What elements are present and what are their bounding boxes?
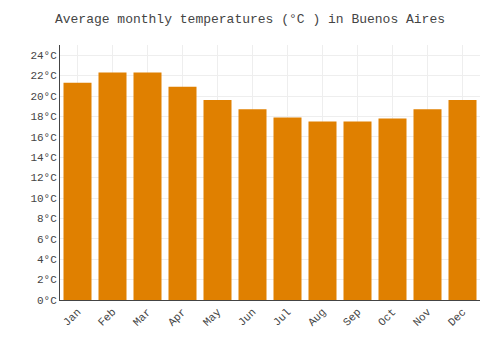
svg-text:Jan: Jan — [61, 306, 83, 328]
svg-text:Aug: Aug — [306, 306, 328, 328]
svg-text:16°C: 16°C — [30, 132, 57, 144]
svg-text:14°C: 14°C — [30, 152, 57, 164]
svg-text:10°C: 10°C — [30, 193, 57, 205]
svg-text:18°C: 18°C — [30, 111, 57, 123]
svg-text:Sep: Sep — [341, 306, 363, 328]
svg-text:22°C: 22°C — [30, 70, 57, 82]
svg-text:Apr: Apr — [166, 306, 188, 328]
svg-text:Jun: Jun — [236, 306, 258, 328]
svg-text:Jul: Jul — [271, 306, 293, 328]
svg-text:2°C: 2°C — [37, 274, 57, 286]
svg-text:Nov: Nov — [411, 306, 434, 329]
svg-text:Feb: Feb — [96, 306, 118, 328]
svg-text:12°C: 12°C — [30, 172, 57, 184]
svg-text:4°C: 4°C — [37, 254, 57, 266]
svg-text:0°C: 0°C — [37, 295, 57, 307]
svg-text:8°C: 8°C — [37, 213, 57, 225]
svg-text:6°C: 6°C — [37, 234, 57, 246]
svg-text:May: May — [201, 306, 224, 329]
svg-text:Mar: Mar — [131, 306, 153, 328]
svg-text:Oct: Oct — [376, 306, 398, 328]
svg-text:24°C: 24°C — [30, 50, 57, 62]
svg-text:Average monthly temperatures (: Average monthly temperatures (°C ) in Bu… — [55, 12, 445, 27]
svg-text:20°C: 20°C — [30, 91, 57, 103]
svg-text:Dec: Dec — [446, 306, 468, 328]
